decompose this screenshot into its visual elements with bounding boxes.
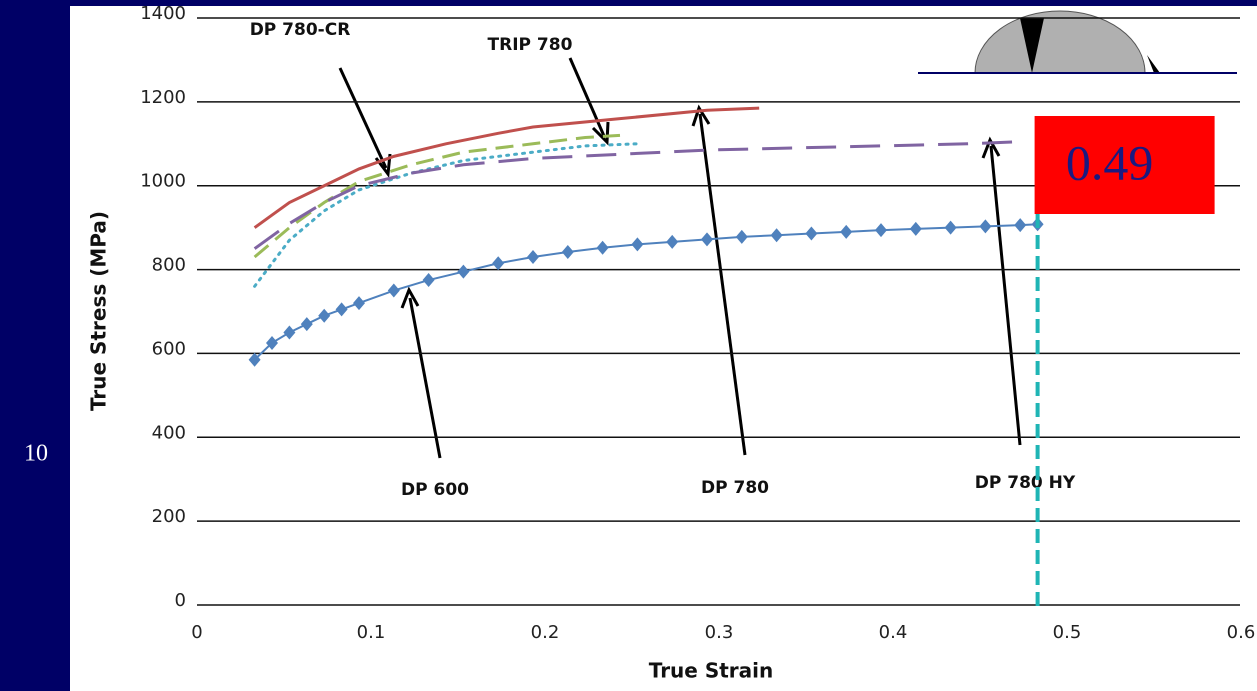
- data-marker: [944, 220, 957, 235]
- data-marker: [300, 317, 313, 332]
- y-tick-label: 600: [152, 338, 186, 359]
- data-marker: [1014, 218, 1027, 233]
- data-marker: [561, 244, 574, 259]
- y-tick-label: 1400: [140, 3, 186, 24]
- data-marker: [770, 228, 783, 243]
- data-marker: [666, 234, 679, 249]
- x-axis-title: True Strain: [649, 659, 774, 683]
- data-marker: [266, 335, 278, 350]
- x-tick-label: 0.4: [879, 622, 908, 643]
- x-tick-label: 0.6: [1227, 622, 1256, 643]
- data-marker: [596, 240, 609, 255]
- x-tick-label: 0.3: [705, 622, 734, 643]
- data-marker: [840, 224, 853, 239]
- logo: [918, 10, 1237, 74]
- series-line: [253, 142, 639, 288]
- data-marker: [701, 232, 713, 247]
- data-marker: [457, 264, 470, 279]
- data-marker: [248, 352, 261, 367]
- y-tick-label: 800: [152, 255, 186, 276]
- data-marker: [735, 229, 748, 244]
- y-tick-label: 0: [175, 590, 186, 611]
- marker-label: 0.49: [1066, 134, 1154, 190]
- data-marker: [909, 221, 922, 236]
- x-tick-label: 0.1: [357, 622, 386, 643]
- data-marker: [283, 325, 296, 340]
- data-marker: [387, 283, 400, 298]
- x-tick-label: 0.5: [1053, 622, 1082, 643]
- series-annotation: DP 780 HY: [975, 473, 1076, 493]
- chart-background: [70, 6, 1257, 691]
- data-marker: [353, 296, 365, 311]
- data-marker: [422, 273, 435, 288]
- marker-box: [1034, 116, 1215, 214]
- y-tick-label: 200: [152, 506, 186, 527]
- arrows: [338, 57, 1022, 459]
- series-annotation: DP 600: [401, 480, 469, 500]
- data-marker: [875, 223, 887, 238]
- data-marker: [527, 249, 539, 264]
- data-marker: [492, 256, 505, 271]
- series-annotation: TRIP 780: [488, 35, 573, 55]
- y-tick-label: 1200: [140, 87, 186, 108]
- data-marker: [805, 226, 818, 241]
- y-axis-title: True Stress (MPa): [87, 211, 111, 411]
- data-marker: [318, 308, 331, 323]
- series-annotation: DP 780-CR: [250, 20, 351, 40]
- data-marker: [631, 237, 644, 252]
- data-marker: [335, 302, 348, 317]
- y-tick-label: 400: [152, 422, 186, 443]
- data-marker: [979, 219, 992, 234]
- x-tick-label: 0.2: [531, 622, 560, 643]
- series-line: [253, 106, 760, 229]
- y-tick-label: 1000: [140, 171, 186, 192]
- slide-number: 10: [24, 441, 48, 467]
- x-tick-label: 0: [191, 622, 202, 643]
- series-line: [253, 133, 621, 259]
- series-annotation: DP 780: [701, 478, 769, 498]
